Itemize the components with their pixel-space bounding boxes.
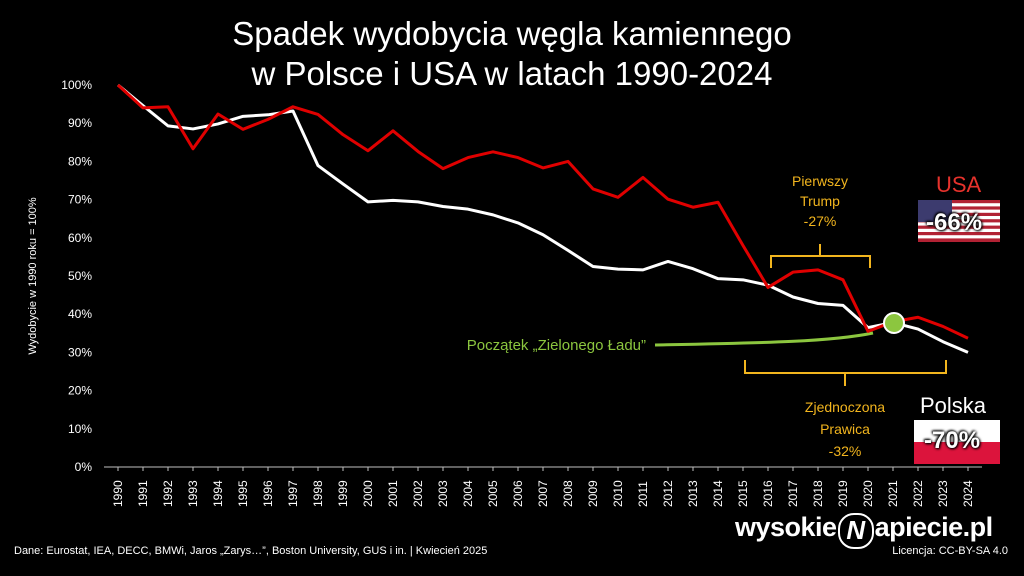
y-tick-label: 60%	[68, 231, 92, 245]
logo-text-left: wysokie	[735, 512, 837, 542]
y-tick-label: 50%	[68, 269, 92, 283]
x-tick-label: 2007	[536, 480, 550, 507]
x-tick-label: 1994	[211, 480, 225, 507]
green-deal-arrow	[654, 331, 874, 347]
data-sources: Dane: Eurostat, IEA, DECC, BMWi, Jaros „…	[14, 545, 488, 557]
y-tick-label: 80%	[68, 154, 92, 168]
y-tick-label: 10%	[68, 422, 92, 436]
license-text: Licencja: CC-BY-SA 4.0	[892, 545, 1008, 557]
x-tick-label: 2001	[386, 480, 400, 507]
usa-total-change: -66%	[926, 209, 983, 236]
green-deal-label: Początek „Zielonego Ładu”	[467, 337, 646, 354]
x-tick-label: 2022	[911, 480, 925, 507]
poland-flag-icon	[914, 420, 1000, 464]
y-tick-label: 20%	[68, 384, 92, 398]
x-tick-label: 2009	[586, 480, 600, 507]
x-tick-label: 2002	[411, 480, 425, 507]
x-tick-label: 1998	[311, 480, 325, 507]
x-tick-label: 1999	[336, 480, 350, 507]
y-tick-label: 30%	[68, 345, 92, 359]
y-tick-label: 100%	[61, 78, 92, 92]
x-tick-label: 1996	[261, 480, 275, 507]
x-tick-label: 2008	[561, 480, 575, 507]
logo-text-right: apiecie.pl	[874, 512, 994, 542]
chart-title-line-1: Spadek wydobycia węgla kamiennego	[232, 15, 792, 52]
green-deal-marker	[883, 312, 905, 334]
x-tick-label: 1997	[286, 480, 300, 507]
x-tick-label: 2018	[811, 480, 825, 507]
x-tick-label: 2003	[436, 480, 450, 507]
x-tick-label: 2004	[461, 480, 475, 507]
zp-label-line2: Prawica	[820, 421, 870, 437]
y-tick-label: 70%	[68, 193, 92, 207]
y-axis-label: Wydobycie w 1990 roku = 100%	[27, 197, 39, 355]
usa-flag-icon	[918, 200, 1000, 242]
trump-label-line1: Pierwszy	[792, 173, 848, 189]
x-tick-label: 2013	[686, 480, 700, 507]
x-tick-label: 2024	[961, 480, 975, 507]
zp-bracket	[744, 360, 947, 386]
x-tick-label: 2016	[761, 480, 775, 507]
trump-percent: -27%	[804, 213, 837, 229]
x-tick-label: 2017	[786, 480, 800, 507]
zp-percent: -32%	[829, 443, 862, 459]
y-tick-label: 90%	[68, 116, 92, 130]
x-tick-label: 2015	[736, 480, 750, 507]
x-tick-label: 1993	[186, 480, 200, 507]
x-tick-label: 2010	[611, 480, 625, 507]
poland-series-label: Polska	[920, 393, 987, 418]
x-tick-label: 2005	[486, 480, 500, 507]
x-tick-label: 2023	[936, 480, 950, 507]
series-line-polska	[117, 83, 969, 354]
x-tick-label: 2011	[636, 481, 650, 507]
poland-total-change: -70%	[924, 427, 981, 454]
y-tick-label: 0%	[75, 460, 93, 474]
x-tick-label: 2021	[886, 480, 900, 507]
x-tick-label: 2012	[661, 480, 675, 507]
series-line-usa	[116, 83, 969, 340]
x-tick-label: 2020	[861, 480, 875, 507]
x-tick-label: 1992	[161, 480, 175, 507]
x-tick-label: 1990	[111, 480, 125, 507]
usa-series-label: USA	[936, 172, 982, 197]
x-tick-label: 2019	[836, 480, 850, 507]
x-tick-label: 2014	[711, 480, 725, 507]
trump-label-line2: Trump	[800, 193, 840, 209]
y-tick-label: 40%	[68, 307, 92, 321]
trump-bracket	[770, 244, 871, 268]
logo-mark-icon: N	[837, 513, 874, 549]
x-tick-label: 2000	[361, 480, 375, 507]
x-tick-label: 1995	[236, 480, 250, 507]
chart-title-line-2: w Polsce i USA w latach 1990-2024	[251, 55, 773, 92]
x-tick-label: 1991	[136, 480, 150, 507]
zp-label-line1: Zjednoczona	[805, 399, 885, 415]
x-tick-label: 2006	[511, 480, 525, 507]
